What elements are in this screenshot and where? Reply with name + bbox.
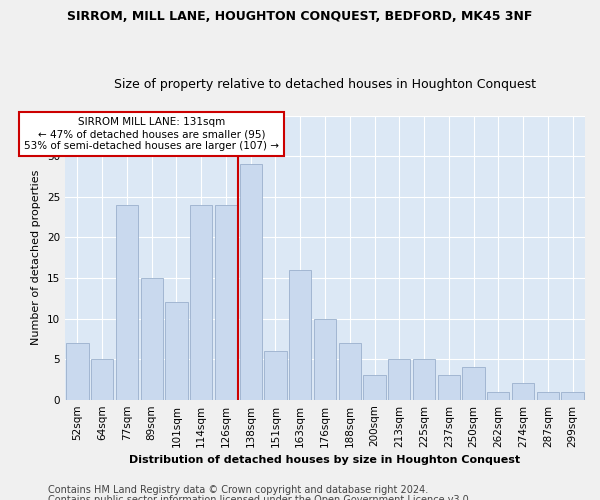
Bar xyxy=(66,343,89,400)
Bar xyxy=(388,359,410,400)
Bar xyxy=(413,359,435,400)
Bar xyxy=(463,367,485,400)
Bar xyxy=(91,359,113,400)
Text: SIRROM, MILL LANE, HOUGHTON CONQUEST, BEDFORD, MK45 3NF: SIRROM, MILL LANE, HOUGHTON CONQUEST, BE… xyxy=(67,10,533,23)
Bar xyxy=(116,205,138,400)
Bar xyxy=(364,376,386,400)
Text: Contains public sector information licensed under the Open Government Licence v3: Contains public sector information licen… xyxy=(48,495,472,500)
Bar xyxy=(512,384,534,400)
Text: Contains HM Land Registry data © Crown copyright and database right 2024.: Contains HM Land Registry data © Crown c… xyxy=(48,485,428,495)
X-axis label: Distribution of detached houses by size in Houghton Conquest: Distribution of detached houses by size … xyxy=(130,455,521,465)
Bar xyxy=(338,343,361,400)
Bar xyxy=(487,392,509,400)
Bar xyxy=(265,351,287,400)
Bar xyxy=(437,376,460,400)
Bar xyxy=(289,270,311,400)
Bar xyxy=(215,205,237,400)
Title: Size of property relative to detached houses in Houghton Conquest: Size of property relative to detached ho… xyxy=(114,78,536,91)
Bar xyxy=(562,392,584,400)
Bar xyxy=(190,205,212,400)
Bar xyxy=(314,318,336,400)
Bar xyxy=(239,164,262,400)
Bar xyxy=(537,392,559,400)
Y-axis label: Number of detached properties: Number of detached properties xyxy=(31,170,41,346)
Text: SIRROM MILL LANE: 131sqm
← 47% of detached houses are smaller (95)
53% of semi-d: SIRROM MILL LANE: 131sqm ← 47% of detach… xyxy=(24,118,279,150)
Bar xyxy=(140,278,163,400)
Bar xyxy=(165,302,188,400)
